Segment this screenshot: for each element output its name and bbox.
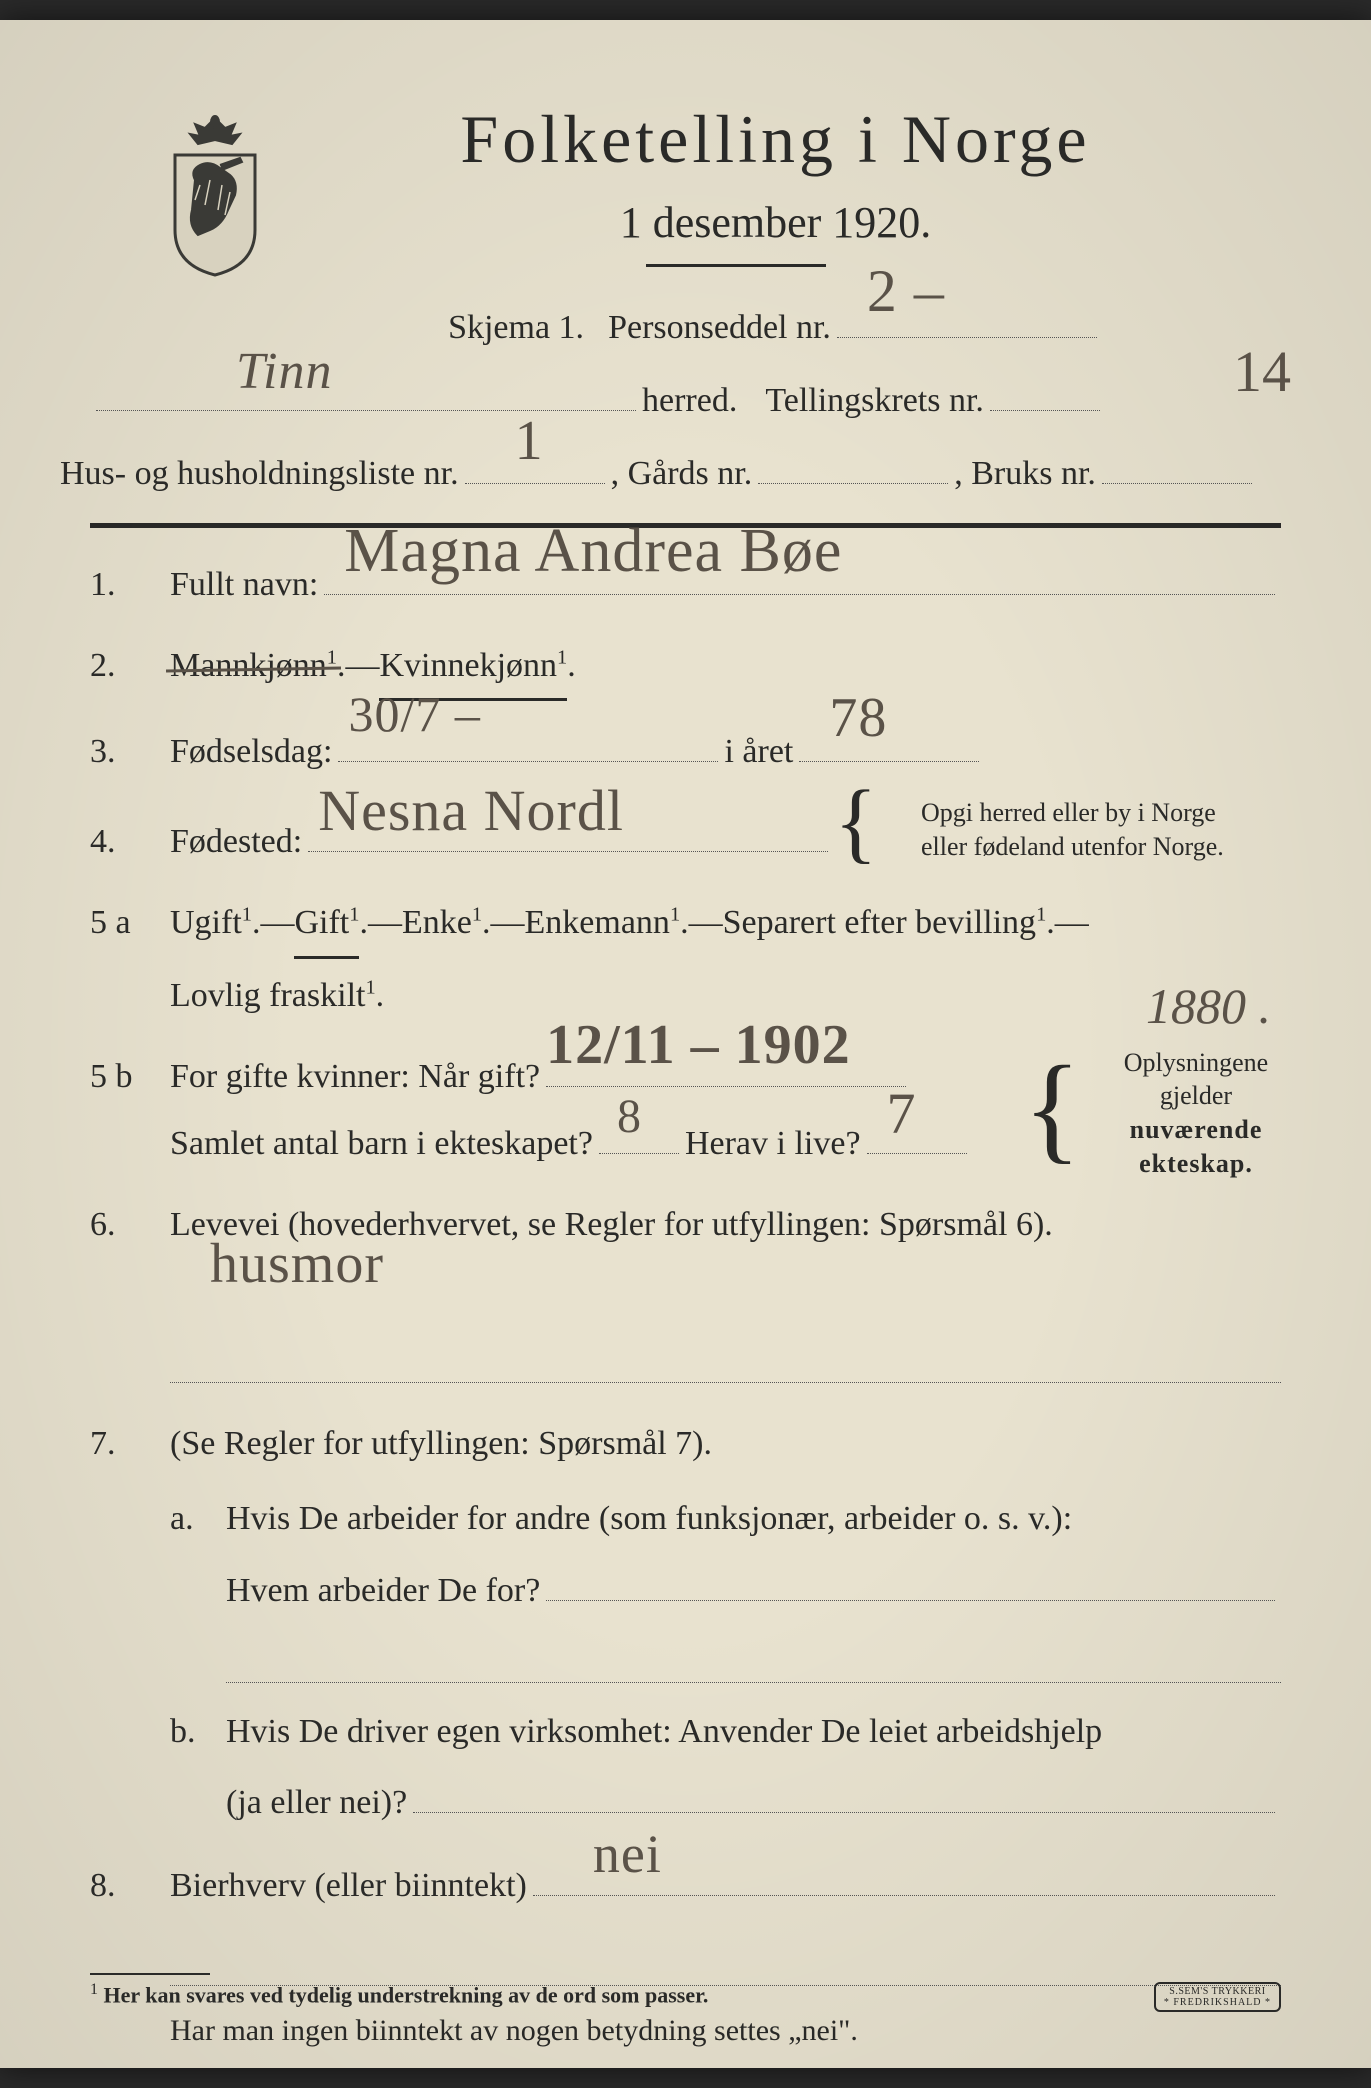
- form-subtitle: 1 desember 1920.: [240, 197, 1311, 248]
- q5b-margin-value: 1880 .: [1146, 961, 1271, 1051]
- q3-year-blank: 78: [799, 721, 979, 762]
- q7b-row2: (ja eller nei)?: [226, 1772, 1281, 1833]
- q5b-num: 5 b: [90, 1046, 170, 1107]
- q4-row: 4. Fødested: Nesna Nordl { Opgi herred e…: [90, 802, 1281, 872]
- footnote-area: 1 Her kan svares ved tydelig understrekn…: [90, 1973, 1281, 2008]
- q8-blank: nei: [533, 1855, 1275, 1896]
- bruks-blank: [1102, 444, 1252, 485]
- q7b-row: b. Hvis De driver egen virksomhet: Anven…: [170, 1701, 1281, 1762]
- q3-label: Fødselsdag:: [170, 721, 332, 782]
- bruks-label: , Bruks nr.: [954, 443, 1096, 504]
- herred-line: Tinn herred. Tellingskrets nr. 14: [90, 370, 1281, 431]
- q1-label: Fullt navn:: [170, 554, 318, 615]
- q2-num: 2.: [90, 635, 170, 696]
- q6-blank: husmor: [170, 1265, 1281, 1315]
- q5a-opt3: Enke1.: [402, 892, 491, 953]
- q7b-text2: (ja eller nei)?: [226, 1772, 407, 1833]
- q5b-value2: 8: [617, 1074, 642, 1160]
- q5b-label2: Samlet antal barn i ekteskapet?: [170, 1113, 593, 1174]
- q8-value: nei: [593, 1806, 662, 1903]
- q8-num: 8.: [90, 1855, 170, 1916]
- q5a-opt5: Separert efter bevilling1.: [723, 892, 1055, 953]
- herred-value: Tinn: [236, 325, 333, 419]
- q5a-opt4: Enkemann1.: [525, 892, 689, 953]
- coat-of-arms-icon: [150, 110, 280, 280]
- q7a-label: a.: [170, 1488, 226, 1549]
- q5b-value3: 7: [887, 1062, 917, 1166]
- q5b-blank3: 7: [867, 1113, 967, 1154]
- q3-day-value: 30/7 –: [348, 669, 480, 759]
- q7-num: 7.: [90, 1413, 170, 1474]
- census-form-page: Folketelling i Norge 1 desember 1920. Sk…: [0, 20, 1371, 2068]
- q5b-row: 5 b For gifte kvinner: Når gift? 12/11 –…: [90, 1046, 1281, 1107]
- footnote-rule: [90, 1973, 210, 1975]
- q8-row: 8. Bierhverv (eller biinntekt) nei: [90, 1855, 1281, 1916]
- q7a-row: a. Hvis De arbeider for andre (som funks…: [170, 1488, 1281, 1549]
- q7a-blank2: [226, 1633, 1281, 1683]
- q5a-opt2: Gift1: [294, 892, 359, 958]
- q7b-blank: [413, 1772, 1275, 1813]
- q4-sidenote: Opgi herred eller by i Norge eller fødel…: [921, 796, 1301, 864]
- title-divider: [646, 264, 826, 267]
- q6-value: husmor: [210, 1214, 384, 1315]
- q5a-row: 5 a Ugift1. — Gift1. — Enke1. — Enkemann…: [90, 892, 1281, 958]
- q5a-num: 5 a: [90, 892, 170, 953]
- tellingskrets-blank: [990, 370, 1100, 411]
- q7-row: 7. (Se Regler for utfyllingen: Spørsmål …: [90, 1413, 1281, 1474]
- q7-label: (Se Regler for utfyllingen: Spørsmål 7).: [170, 1413, 712, 1474]
- q3-year-label: i året: [724, 721, 793, 782]
- q4-brace-icon: {: [834, 782, 877, 863]
- form-title: Folketelling i Norge: [240, 100, 1311, 179]
- q3-year-value: 78: [829, 668, 887, 769]
- q1-value: Magna Andrea Bøe: [344, 496, 842, 608]
- q4-label: Fødested:: [170, 811, 302, 872]
- q7b-text1: Hvis De driver egen virksomhet: Anvender…: [226, 1701, 1102, 1762]
- q5a-line2: Lovlig fraskilt1.: [170, 965, 384, 1026]
- q2-row: 2. Mannkjønn1. — Kvinnekjønn1.: [90, 635, 1281, 701]
- q5b-row2: Samlet antal barn i ekteskapet? 8 Herav …: [90, 1113, 1281, 1174]
- footer-note: Har man ingen biinntekt av nogen betydni…: [170, 2004, 1281, 2058]
- skjema-label: Skjema 1.: [448, 297, 584, 358]
- q3-row: 3. Fødselsdag: 30/7 – i året 78: [90, 721, 1281, 782]
- q4-value: Nesna Nordl: [318, 759, 624, 863]
- tellingskrets-value: 14: [1233, 320, 1291, 424]
- q7a-blank: [546, 1560, 1275, 1601]
- huslist-blank: 1: [465, 444, 605, 485]
- q5a-opt1: Ugift1.: [170, 892, 260, 953]
- q5b-blank2: 8: [599, 1113, 679, 1154]
- personseddel-blank: 2 –: [837, 297, 1097, 338]
- q4-num: 4.: [90, 811, 170, 872]
- q5b-blank1: 12/11 – 1902: [546, 1046, 906, 1087]
- q5b-label1: For gifte kvinner: Når gift?: [170, 1046, 540, 1107]
- q8-label: Bierhverv (eller biinntekt): [170, 1855, 527, 1916]
- form-header: Folketelling i Norge 1 desember 1920.: [60, 100, 1311, 267]
- q1-row: 1. Fullt navn: Magna Andrea Bøe: [90, 554, 1281, 615]
- q6-blank2: [170, 1333, 1281, 1383]
- gards-blank: [758, 444, 948, 485]
- q7a-text1: Hvis De arbeider for andre (som funksjon…: [226, 1488, 1072, 1549]
- form-body: Skjema 1. Personseddel nr. 2 – Tinn herr…: [60, 297, 1311, 2058]
- q5b-value1: 12/11 – 1902: [546, 995, 850, 1096]
- q7a-row2: Hvem arbeider De for?: [226, 1560, 1281, 1621]
- printer-mark: S.SEM'S TRYKKERI * FREDRIKSHALD *: [1154, 1982, 1281, 2012]
- q4-blank: Nesna Nordl: [308, 811, 828, 852]
- q3-day-blank: 30/7 –: [338, 721, 718, 762]
- personseddel-value: 2 –: [867, 237, 945, 345]
- q5b-label3: Herav i live?: [685, 1113, 861, 1174]
- personseddel-label: Personseddel nr.: [608, 297, 831, 358]
- herred-blank: Tinn: [96, 370, 636, 411]
- skjema-line: Skjema 1. Personseddel nr. 2 –: [270, 297, 1281, 358]
- q1-blank: Magna Andrea Bøe: [324, 554, 1275, 595]
- q1-num: 1.: [90, 554, 170, 615]
- q7b-label: b.: [170, 1701, 226, 1762]
- huslist-value: 1: [515, 391, 544, 492]
- q3-num: 3.: [90, 721, 170, 782]
- herred-label: herred.: [642, 370, 737, 431]
- footnote-text: 1 Her kan svares ved tydelig understrekn…: [90, 1981, 1281, 2008]
- q7a-text2: Hvem arbeider De for?: [226, 1560, 540, 1621]
- q6-num: 6.: [90, 1194, 170, 1255]
- tellingskrets-label: Tellingskrets nr.: [765, 370, 984, 431]
- q2-mann: Mannkjønn1: [170, 635, 337, 696]
